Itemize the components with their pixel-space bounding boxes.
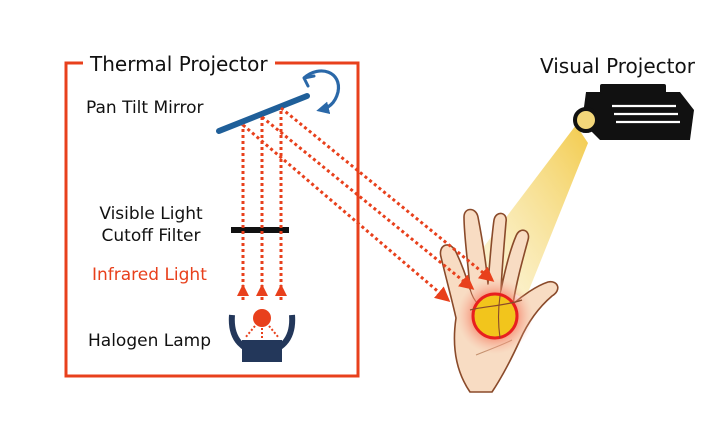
visible-light-cutoff-filter — [231, 227, 289, 233]
heat-spot-crease-2 — [497, 295, 501, 339]
reflected-rays — [242, 106, 495, 302]
halogen-lamp-label: Halogen Lamp — [88, 331, 211, 351]
heat-spot-crease — [469, 299, 523, 311]
rotate-arrow-icon — [302, 69, 341, 115]
halogen-lamp-icon — [228, 309, 296, 362]
thermal-projector-frame — [64, 61, 360, 378]
pan-tilt-mirror — [216, 93, 310, 134]
pan-tilt-mirror-label: Pan Tilt Mirror — [86, 98, 204, 118]
rotate-arrow-tail — [302, 74, 316, 88]
vertical-rays — [241, 108, 283, 300]
projector-icon — [573, 84, 694, 140]
visible-filter-label-line2: Cutoff Filter — [101, 226, 201, 246]
heat-spot-ring — [471, 292, 519, 340]
ray-up-arrows — [237, 284, 287, 296]
visible-filter-label-line1: Visible Light — [99, 204, 203, 224]
thermal-projector-label: Thermal Projector — [90, 52, 268, 76]
infrared-light-label: Infrared Light — [92, 265, 207, 285]
visual-projector-label: Visual Projector — [540, 54, 695, 78]
